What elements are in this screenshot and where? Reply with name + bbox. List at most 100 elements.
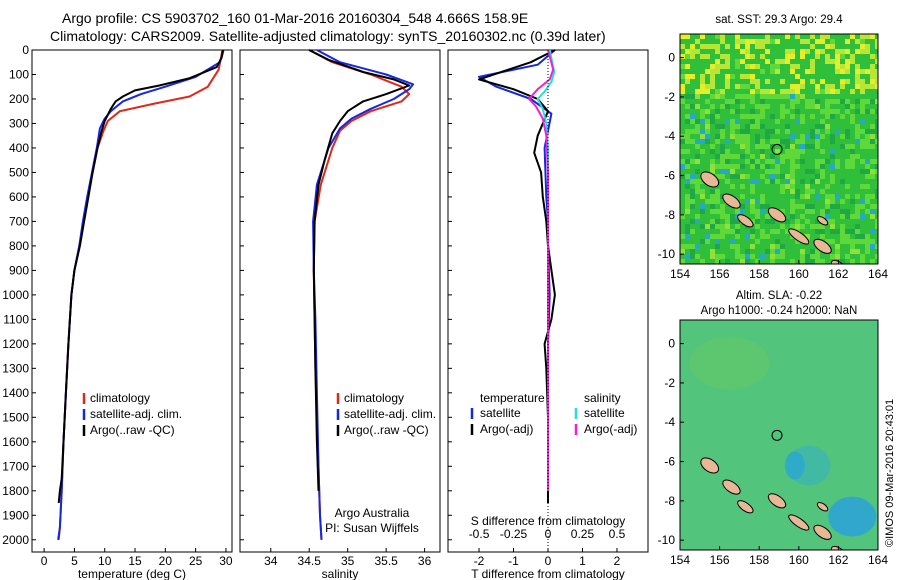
map-sst_map-xtick-label-1: 156: [710, 267, 730, 281]
ytick-label-1: 100: [9, 67, 29, 81]
map-sst_map-ytick-label-5: -10: [658, 247, 676, 261]
diff-legend-label-3: Argo(-adj): [584, 422, 637, 436]
map-sla_map-field: [680, 320, 878, 550]
xtick-label-salinity-0: 34: [264, 554, 278, 568]
map-sst_map-xtick-label-3: 160: [789, 267, 809, 281]
stick-label-3: 0.25: [571, 527, 595, 541]
xtick-label-temperature-4: 20: [159, 554, 173, 568]
xlabel-difference: T difference from climatology: [471, 567, 625, 580]
diff-legend-header-temperature: temperature: [480, 391, 545, 405]
map-sst_map-xtick-label-0: 154: [670, 267, 690, 281]
stick-label-4: 0.5: [609, 527, 626, 541]
stick-label-0: -0.5: [469, 527, 490, 541]
ytick-label-8: 800: [9, 239, 29, 253]
temp-legend-label-2: Argo(..raw -QC): [90, 423, 175, 437]
ytick-label-5: 500: [9, 165, 29, 179]
xlabel-temperature: temperature (deg C): [78, 567, 186, 580]
panel-temperature-frame: [31, 49, 233, 553]
map-sst_map-float-marker: [771, 143, 783, 155]
map-sla_map-xtick-label-4: 162: [828, 553, 848, 567]
ytick-label-3: 300: [9, 116, 29, 130]
map-sla_map-xtick-label-2: 158: [749, 553, 769, 567]
sal-legend-label-1: satellite-adj. clim.: [344, 407, 436, 421]
map-sst_map: [679, 33, 879, 265]
ytick-label-18: 1800: [2, 484, 29, 498]
annotation-line-1: PI: Susan Wijffels: [325, 521, 419, 535]
map-sla_map-ytick-label-3: -6: [664, 455, 675, 469]
map-sla_map-xtick-label-0: 154: [670, 553, 690, 567]
series-difference-3: [528, 49, 555, 491]
series-temperature-0: [57, 49, 224, 540]
map-sst_map-ytick-label-3: -6: [664, 169, 675, 183]
map-sla_map-ytick-label-0: 0: [668, 337, 675, 351]
map-sst_map-ytick-label-0: 0: [668, 51, 675, 65]
ytick-label-11: 1100: [3, 312, 29, 326]
xtick-label-temperature-3: 15: [128, 554, 142, 568]
sst-map-title: sat. SST: 29.3 Argo: 29.4: [715, 14, 843, 26]
stick-label-1: -0.25: [500, 527, 528, 541]
xtick-label-temperature-6: 30: [219, 554, 233, 568]
xtick-label-temperature-5: 25: [189, 554, 203, 568]
ytick-label-4: 400: [9, 141, 29, 155]
map-sst_map-field: [680, 34, 878, 264]
map-sla_map-frame: [679, 319, 879, 551]
xtick-label-temperature-2: 10: [98, 554, 112, 568]
map-sla_map: [679, 319, 879, 551]
map-sla_map-xtick-label-5: 164: [868, 553, 888, 567]
xtick-label-difference-4: 2: [614, 554, 621, 568]
temp-legend-label-1: satellite-adj. clim.: [90, 407, 182, 421]
map-sla_map-ytick-label-4: -8: [664, 494, 675, 508]
sal-legend-label-2: Argo(..raw -QC): [344, 423, 429, 437]
ytick-label-0: 0: [22, 43, 29, 57]
annotation-line-0: Argo Australia: [335, 506, 410, 520]
ytick-label-16: 1600: [2, 435, 29, 449]
ytick-label-20: 2000: [2, 533, 29, 547]
xtick-label-salinity-1: 34.5: [298, 554, 322, 568]
map-sst_map-ytick-label-2: -4: [664, 129, 675, 143]
series-salinity-2: [308, 49, 411, 491]
sla-map-subtitle: Argo h1000: -0.24 h2000: NaN: [700, 305, 858, 317]
ytick-label-6: 600: [9, 190, 29, 204]
xtick-label-salinity-3: 35.5: [374, 554, 398, 568]
ytick-label-9: 900: [9, 263, 29, 277]
diff-legend-label-0: satellite: [480, 406, 521, 420]
ytick-label-10: 1000: [2, 288, 29, 302]
xlabel-top-difference: S difference from climatology: [471, 514, 626, 528]
xtick-label-difference-3: 1: [579, 554, 586, 568]
map-sla_map-float-marker: [771, 429, 783, 441]
map-sla_map-xtick-label-1: 156: [710, 553, 730, 567]
title-line-2: Climatology: CARS2009. Satellite-adjuste…: [50, 28, 606, 44]
diff-legend-header-salinity: salinity: [584, 391, 621, 405]
xtick-label-temperature-0: 0: [41, 554, 48, 568]
ytick-label-19: 1900: [2, 508, 29, 522]
ytick-label-13: 1300: [2, 361, 29, 375]
map-sst_map-ytick-label-1: -2: [664, 90, 675, 104]
ytick-label-2: 200: [9, 92, 29, 106]
stick-label-2: 0: [545, 527, 552, 541]
ytick-label-12: 1200: [2, 337, 29, 351]
series-salinity-0: [308, 49, 411, 540]
map-sst_map-xtick-label-5: 164: [868, 267, 888, 281]
map-sst_map-frame: [679, 33, 879, 265]
map-sla_map-xtick-label-3: 160: [789, 553, 809, 567]
map-sst_map-xtick-label-2: 158: [749, 267, 769, 281]
panel-salinity-frame: [239, 49, 441, 553]
ytick-label-14: 1400: [2, 386, 29, 400]
ytick-label-17: 1700: [2, 459, 29, 473]
series-temperature-1: [57, 49, 225, 540]
ytick-label-7: 700: [9, 214, 29, 228]
diff-legend-label-1: Argo(-adj): [480, 422, 533, 436]
map-sst_map-ytick-label-4: -8: [664, 208, 675, 222]
xtick-label-difference-2: 0: [545, 554, 552, 568]
xtick-label-salinity-2: 35: [341, 554, 355, 568]
map-sla_map-ytick-label-1: -2: [664, 376, 675, 390]
sla-map-title: Altim. SLA: -0.22: [735, 290, 823, 302]
series-temperature-2: [57, 49, 224, 504]
xtick-label-difference-0: -2: [474, 554, 485, 568]
ytick-label-15: 1500: [2, 410, 29, 424]
map-sla_map-ytick-label-2: -4: [664, 415, 675, 429]
xtick-label-temperature-1: 5: [71, 554, 78, 568]
temp-legend-label-0: climatology: [90, 391, 150, 405]
xtick-label-difference-1: -1: [508, 554, 519, 568]
